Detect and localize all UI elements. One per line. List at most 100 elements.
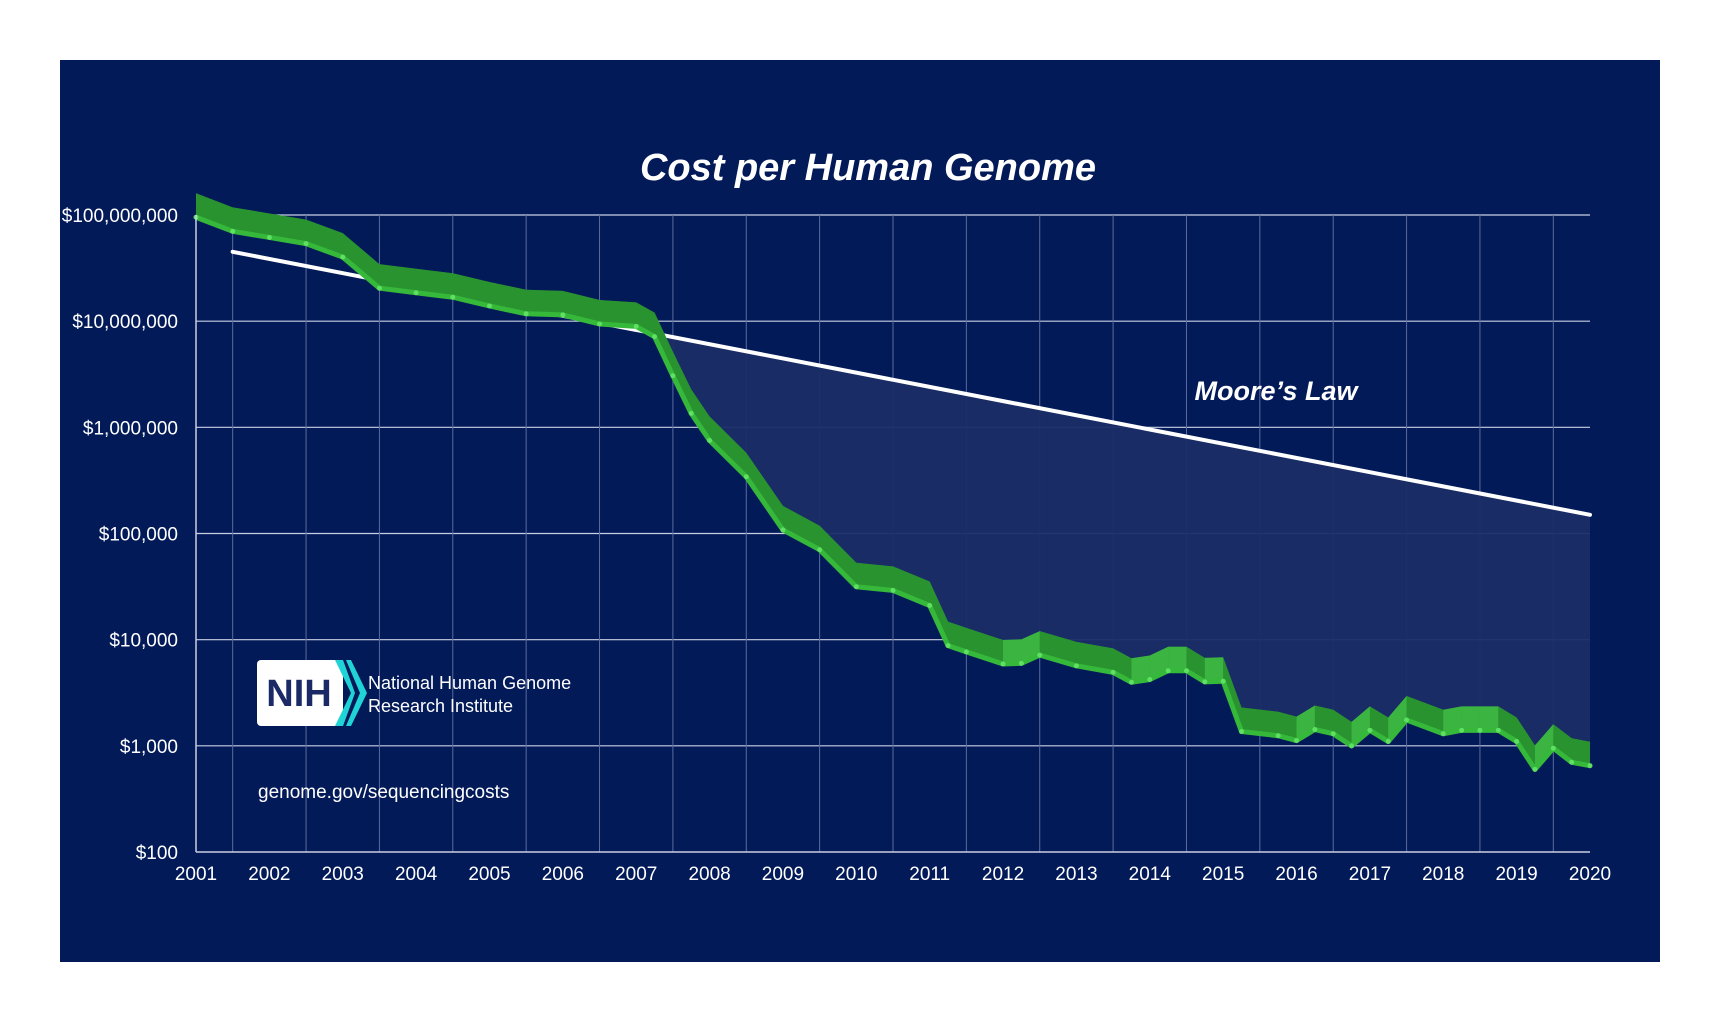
- cost-data-point: [890, 587, 896, 593]
- cost-ribbon-facet: [1333, 709, 1352, 746]
- cost-ribbon-facet: [782, 505, 820, 550]
- cost-data-point: [963, 649, 969, 655]
- cost-data-point: [1330, 731, 1336, 737]
- cost-ribbon-facet: [379, 264, 417, 293]
- cost-ribbon-facet: [966, 627, 1004, 664]
- cost-ribbon-facet: [342, 233, 380, 289]
- x-tick-label: 2020: [1569, 864, 1611, 885]
- cost-data-point: [1349, 743, 1355, 749]
- cost-data-point: [1018, 660, 1024, 666]
- cost-data-point: [1367, 727, 1373, 733]
- cost-ribbon-facet: [691, 389, 710, 441]
- cost-data-point: [670, 373, 676, 379]
- cost-ribbon-facet: [599, 299, 637, 327]
- x-tick-label: 2001: [175, 864, 217, 885]
- cost-ribbon-facet: [269, 213, 307, 244]
- y-tick-label: $1,000,000: [83, 418, 178, 439]
- cost-data-point: [1385, 738, 1391, 744]
- cost-data-point: [1404, 717, 1410, 723]
- cost-data-point: [1275, 733, 1281, 739]
- cost-ribbon-facet: [1278, 711, 1297, 741]
- x-tick-label: 2019: [1495, 864, 1537, 885]
- cost-data-point: [780, 527, 786, 533]
- cost-data-point: [633, 323, 639, 329]
- cost-data-point: [340, 254, 346, 260]
- x-tick-label: 2003: [322, 864, 364, 885]
- x-tick-label: 2011: [909, 864, 950, 885]
- cost-data-point: [1569, 759, 1575, 765]
- y-tick-label: $100: [136, 843, 178, 864]
- x-tick-label: 2014: [1129, 864, 1172, 885]
- x-tick-label: 2002: [248, 864, 290, 885]
- cost-data-point: [266, 234, 272, 240]
- cost-data-point: [1000, 661, 1006, 667]
- cost-data-point: [817, 547, 823, 553]
- cost-ribbon-facet: [416, 268, 453, 298]
- x-tick-label: 2006: [542, 864, 584, 885]
- cost-data-point: [1550, 745, 1556, 751]
- cost-data-point: [1495, 727, 1501, 733]
- nih-org-line-2: Research Institute: [368, 696, 514, 716]
- source-url: genome.gov/sequencingcosts: [258, 782, 510, 803]
- cost-ribbon-facet: [1168, 646, 1187, 671]
- cost-ribbon-facet: [526, 289, 563, 315]
- x-tick-label: 2012: [982, 864, 1024, 885]
- cost-data-point: [1587, 763, 1593, 769]
- cost-data-point: [1514, 738, 1520, 744]
- cost-data-point: [1147, 677, 1153, 683]
- cost-ribbon-facet: [1351, 706, 1370, 746]
- y-tick-label: $100,000,000: [62, 206, 178, 227]
- y-tick-label: $10,000,000: [72, 312, 178, 333]
- cost-ribbon-facet: [1516, 717, 1535, 770]
- cost-data-point: [1220, 678, 1226, 684]
- x-tick-label: 2016: [1275, 864, 1317, 885]
- cost-data-point: [376, 285, 382, 291]
- x-tick-label: 2008: [688, 864, 730, 885]
- cost-ribbon-facet: [1461, 706, 1480, 731]
- cost-data-point: [1459, 727, 1465, 733]
- nih-logo: NIH: [257, 660, 367, 726]
- cost-data-point: [230, 228, 236, 234]
- x-tick-label: 2009: [762, 864, 804, 885]
- cost-ribbon-facet: [1553, 724, 1572, 763]
- cost-data-point: [1110, 669, 1116, 675]
- cost-data-point: [413, 290, 419, 296]
- cost-ribbon-facet: [709, 416, 747, 477]
- cost-data-point: [707, 437, 713, 443]
- cost-ribbon-facet: [1003, 639, 1022, 664]
- moore-law-label: Moore’s Law: [1194, 376, 1359, 406]
- axis-layer: $100 $1,000 $10,000 $100,000 $1,000,000 $10,0…: [62, 206, 1611, 885]
- cost-data-point: [1128, 679, 1134, 685]
- cost-data-point: [1294, 738, 1300, 744]
- cost-data-point: [1477, 727, 1483, 733]
- cost-ribbon-facet: [819, 525, 857, 587]
- cost-ribbon-facet: [1388, 696, 1407, 742]
- nih-logo-chevron-gap: [343, 660, 360, 726]
- cost-data-point: [927, 603, 933, 609]
- cost-ribbon-facet: [1204, 657, 1224, 682]
- cost-ribbon-facet: [1076, 641, 1114, 673]
- cost-data-point: [523, 311, 529, 317]
- cost-ribbon-facet: [1479, 706, 1499, 731]
- cost-ribbon-facet: [654, 312, 673, 376]
- cost-ribbon-facet: [746, 452, 783, 530]
- nih-logo-badge: [257, 660, 343, 726]
- cost-data-point: [303, 241, 309, 247]
- nih-logo-chevron-icon: [335, 660, 367, 726]
- x-tick-label: 2010: [835, 864, 877, 885]
- cost-data-point: [853, 584, 859, 590]
- cost-data-point: [652, 334, 658, 340]
- y-tick-label: $1,000: [120, 737, 178, 758]
- cost-ribbon-facet: [856, 562, 893, 591]
- x-tick-label: 2015: [1202, 864, 1244, 885]
- cost-data-point: [1073, 663, 1079, 669]
- cost-data-point: [450, 294, 456, 300]
- cost-ribbon-facet: [196, 193, 233, 232]
- y-tick-label: $100,000: [99, 525, 178, 546]
- cost-ribbon-facet: [232, 207, 270, 238]
- cost-ribbon-facet: [1131, 655, 1150, 683]
- cost-ribbon-facet: [1571, 738, 1590, 766]
- cost-ribbon-facet: [306, 219, 343, 258]
- chart-title: Cost per Human Genome: [640, 147, 1096, 189]
